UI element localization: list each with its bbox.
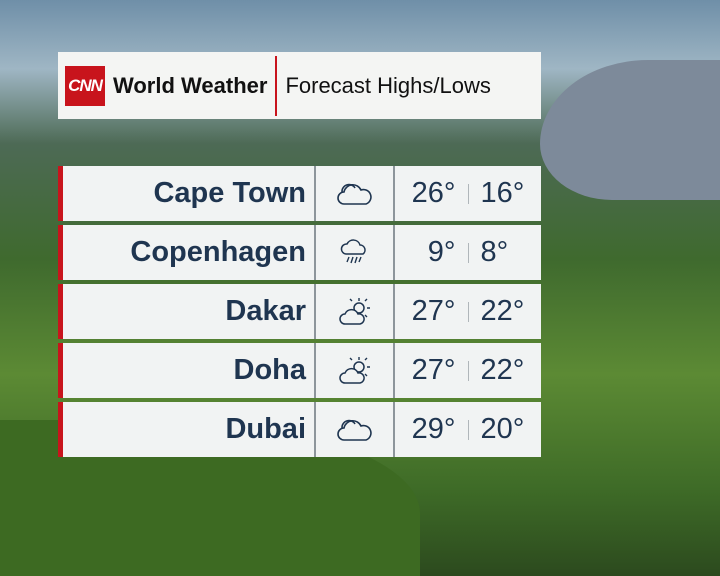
low-temp: 22° <box>480 295 525 327</box>
high-temp: 26° <box>411 177 456 209</box>
header-divider <box>275 55 278 116</box>
temp-divider <box>467 242 469 263</box>
low-temp: 16° <box>480 177 525 209</box>
rain-cloud-icon <box>316 225 395 280</box>
city-row: Dakar 27° 22° <box>58 284 541 339</box>
header-subtitle: Forecast Highs/Lows <box>285 72 491 98</box>
city-row: Doha 27° 22° <box>58 343 541 398</box>
high-temp: 27° <box>411 354 456 386</box>
city-name: Copenhagen <box>63 225 316 280</box>
temperatures: 29° 20° <box>395 402 541 457</box>
city-name: Cape Town <box>63 166 316 221</box>
temp-divider <box>467 183 469 204</box>
temperatures: 27° 22° <box>395 343 541 398</box>
cloud-icon <box>316 166 395 221</box>
city-row: Cape Town 26° 16° <box>58 166 541 221</box>
partly-sunny-icon <box>316 343 395 398</box>
temperatures: 27° 22° <box>395 284 541 339</box>
city-row: Copenhagen 9° 8° <box>58 225 541 280</box>
temp-divider <box>467 360 469 381</box>
low-temp: 8° <box>480 236 509 268</box>
city-name: Dakar <box>63 284 316 339</box>
high-temp: 29° <box>411 413 456 445</box>
background-mountain <box>540 60 720 200</box>
header-bar: CNN World Weather Forecast Highs/Lows <box>58 52 541 119</box>
cnn-logo: CNN <box>65 65 105 106</box>
high-temp: 27° <box>411 295 456 327</box>
cloud-icon <box>316 402 395 457</box>
temperatures: 26° 16° <box>395 166 541 221</box>
temperatures: 9° 8° <box>395 225 541 280</box>
high-temp: 9° <box>427 236 456 268</box>
header-title: World Weather <box>113 72 268 98</box>
temp-divider <box>467 419 469 440</box>
low-temp: 22° <box>480 354 525 386</box>
partly-sunny-icon <box>316 284 395 339</box>
temp-divider <box>467 301 469 322</box>
city-row: Dubai 29° 20° <box>58 402 541 457</box>
low-temp: 20° <box>480 413 525 445</box>
city-name: Doha <box>63 343 316 398</box>
city-name: Dubai <box>63 402 316 457</box>
